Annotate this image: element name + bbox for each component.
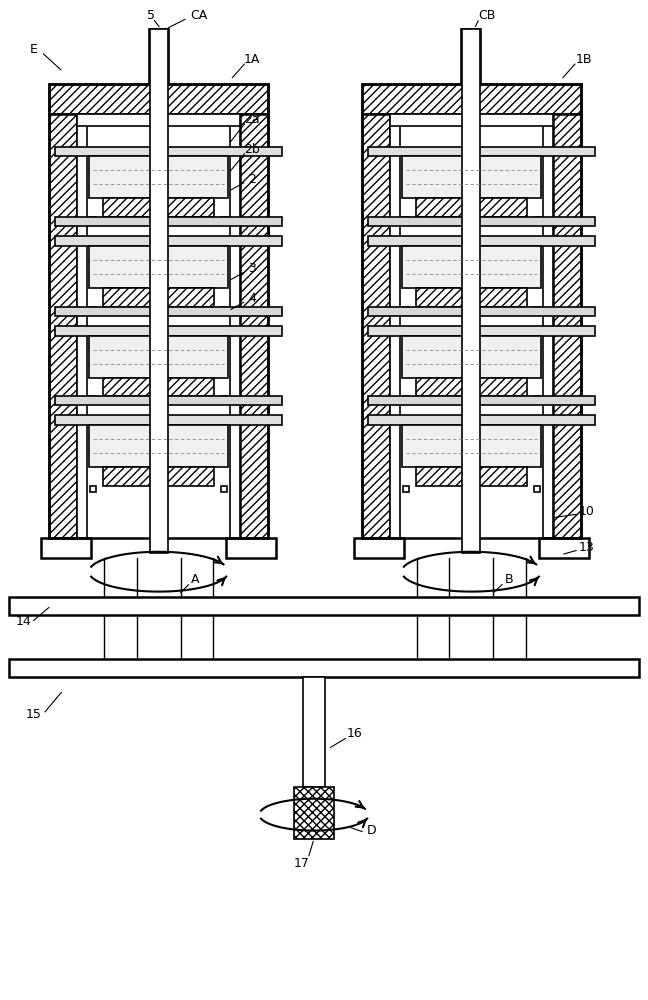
Bar [90, 396, 96, 402]
Bar [402, 396, 409, 402]
Bar [55, 217, 282, 226]
Bar [49, 84, 268, 538]
Text: 2b: 2b [244, 143, 260, 156]
Text: 15: 15 [25, 708, 41, 721]
Bar [9, 659, 639, 677]
Bar [362, 84, 581, 538]
Bar [402, 425, 541, 467]
Bar [90, 486, 96, 492]
Bar [231, 114, 240, 538]
Bar [294, 787, 334, 839]
Text: CA: CA [190, 9, 207, 22]
Text: CB: CB [479, 9, 496, 22]
Bar [543, 114, 553, 538]
Bar [415, 378, 527, 396]
Bar [368, 217, 595, 226]
Bar [226, 538, 276, 558]
Bar [90, 307, 96, 313]
Bar [402, 217, 409, 223]
Text: E: E [29, 43, 37, 56]
Bar [402, 486, 409, 492]
Bar [415, 198, 527, 217]
Text: 2a: 2a [244, 113, 260, 126]
Text: 17: 17 [294, 857, 310, 870]
Text: 4: 4 [248, 292, 256, 305]
Bar [303, 677, 325, 787]
Bar [89, 425, 228, 467]
Bar [149, 29, 168, 84]
Bar [534, 217, 540, 223]
Bar [55, 415, 282, 425]
Text: A: A [191, 573, 200, 586]
Bar [389, 114, 553, 126]
Bar [103, 467, 214, 486]
Bar [77, 114, 240, 126]
Bar [354, 538, 404, 558]
Bar [222, 486, 227, 492]
Bar [240, 114, 268, 538]
Bar [368, 147, 595, 156]
Bar [150, 29, 168, 553]
Text: 5: 5 [146, 9, 155, 22]
Bar [402, 307, 409, 313]
Bar [534, 396, 540, 402]
Bar [222, 217, 227, 223]
Bar [222, 307, 227, 313]
Bar [89, 156, 228, 198]
Bar [49, 114, 77, 538]
Bar [368, 415, 595, 425]
Bar [368, 396, 595, 405]
Bar [553, 114, 581, 538]
Text: 1B: 1B [575, 53, 592, 66]
Bar [539, 538, 589, 558]
Bar [461, 29, 481, 84]
Bar [534, 486, 540, 492]
Bar [89, 246, 228, 288]
Bar [55, 396, 282, 405]
Bar [362, 114, 389, 538]
Text: 2: 2 [248, 173, 256, 186]
Bar [89, 336, 228, 378]
Text: 13: 13 [579, 541, 595, 554]
Bar [55, 326, 282, 336]
Bar [103, 378, 214, 396]
Bar [103, 288, 214, 307]
Bar [415, 467, 527, 486]
Bar [49, 84, 268, 114]
Text: 10: 10 [579, 505, 595, 518]
Bar [368, 307, 595, 316]
Bar [402, 336, 541, 378]
Bar [463, 29, 480, 553]
Bar [415, 288, 527, 307]
Bar [41, 538, 91, 558]
Text: 3: 3 [248, 262, 256, 275]
Bar [103, 198, 214, 217]
Bar [222, 396, 227, 402]
Text: B: B [505, 573, 513, 586]
Text: 1A: 1A [244, 53, 260, 66]
Bar [362, 84, 581, 114]
Bar [55, 236, 282, 246]
Bar [368, 236, 595, 246]
Bar [55, 147, 282, 156]
Bar [368, 326, 595, 336]
Bar [389, 114, 400, 538]
Bar [9, 597, 639, 615]
Text: 14: 14 [16, 615, 31, 628]
Bar [534, 307, 540, 313]
Bar [402, 156, 541, 198]
Bar [90, 217, 96, 223]
Text: 16: 16 [347, 727, 363, 740]
Text: D: D [367, 824, 376, 837]
Bar [55, 307, 282, 316]
Bar [77, 114, 87, 538]
Bar [402, 246, 541, 288]
